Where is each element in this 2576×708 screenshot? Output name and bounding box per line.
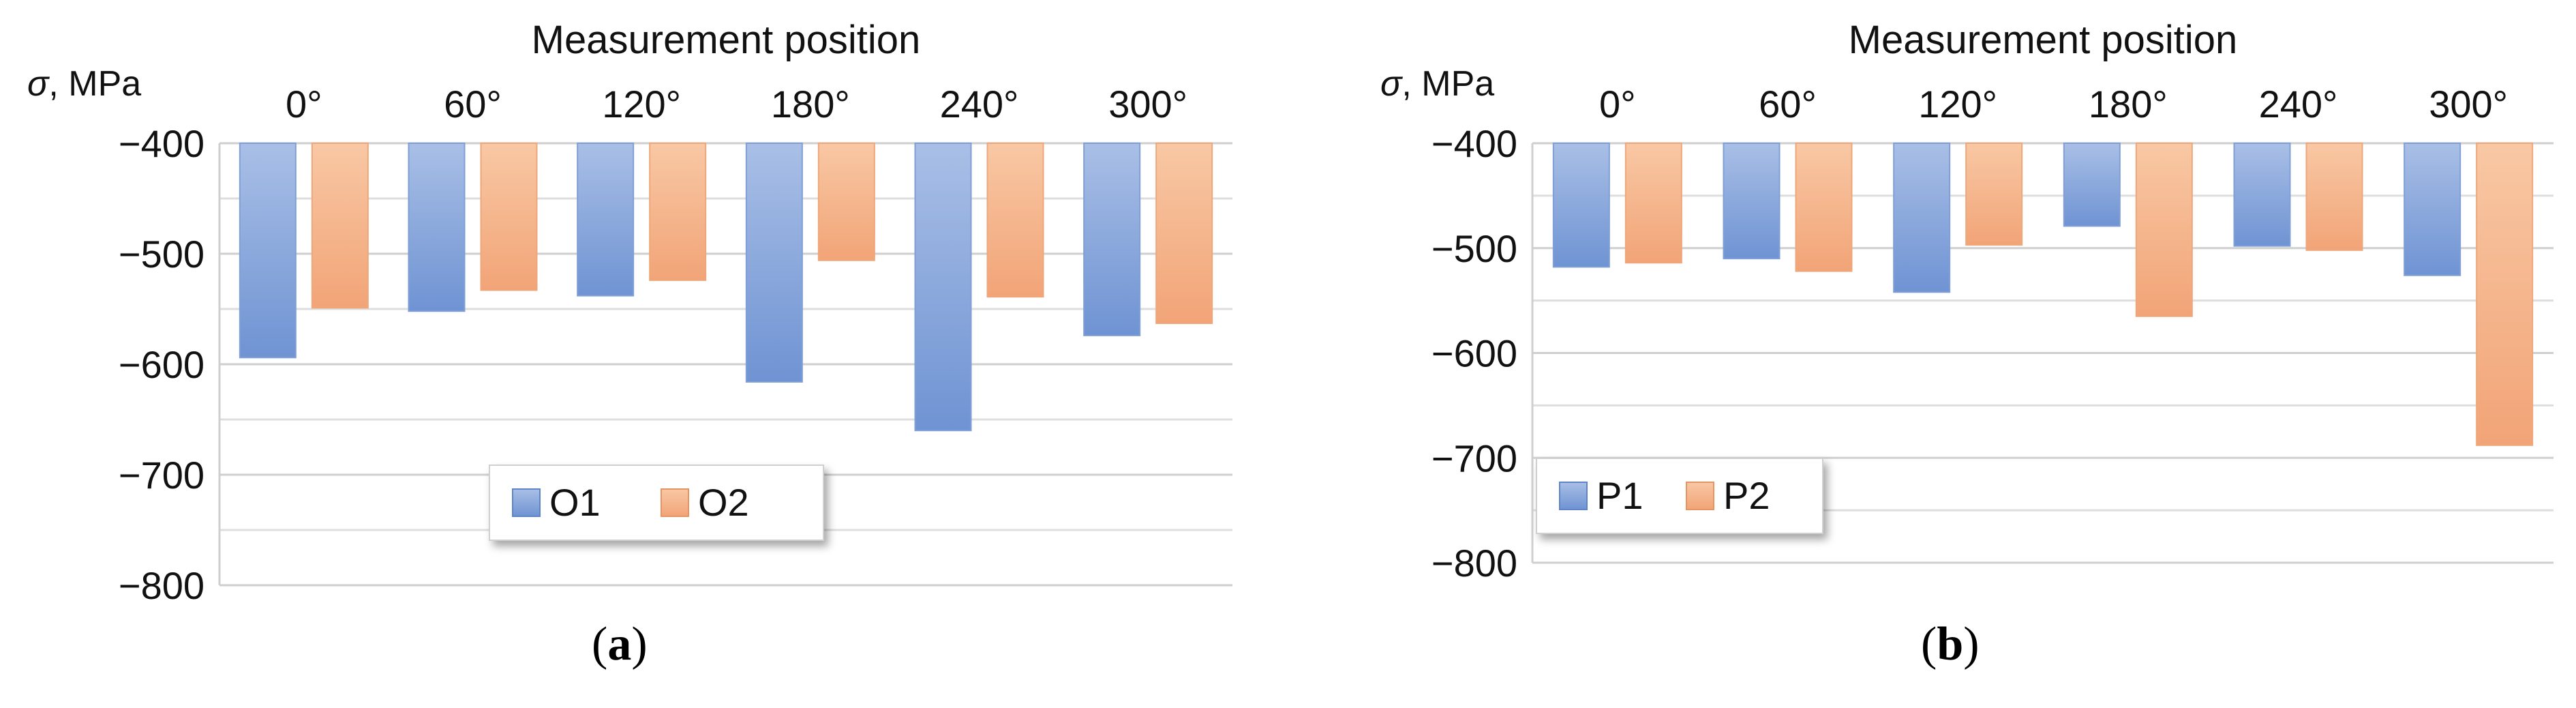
legend-swatch-P2 [1686,482,1714,510]
bar-O2-0 [311,143,369,309]
bar-O1-1 [408,143,466,312]
legend-swatch-O1 [512,488,541,517]
bar-O2-2 [649,143,707,281]
y-tick-label: −400 [119,122,204,165]
y-tick-label: −700 [1431,437,1517,480]
bar-O1-2 [577,143,635,297]
bar-P1-4 [2233,143,2291,247]
y-tick-label: −500 [1431,227,1517,270]
x-tick-label: 0° [286,83,322,126]
x-tick-label: 240° [940,83,1019,126]
bar-O2-1 [480,143,538,291]
x-tick-label: 120° [1918,83,1997,126]
x-tick-label: 240° [2259,83,2338,126]
x-tick-label: 120° [602,83,681,126]
chart-title: Measurement position [532,18,921,62]
x-tick-label: 180° [2089,83,2168,126]
legend-label-P2: P2 [1723,474,1770,517]
bar-P1-2 [1893,143,1951,293]
caption-a: (a) [592,618,648,670]
bar-O2-4 [986,143,1044,298]
y-tick-label: −400 [1431,122,1517,165]
bar-P2-5 [2476,143,2534,446]
legend: O1 O2 [489,464,824,541]
bar-O1-3 [745,143,803,383]
y-tick-label: −800 [119,564,204,600]
x-tick-label: 60° [444,83,502,126]
bar-O2-3 [817,143,875,261]
x-tick-label: 180° [771,83,850,126]
y-axis-title: σ, MPa [1380,64,1494,104]
bar-P2-3 [2135,143,2193,317]
chart-panel-a: −400 −500 −600 −700 −800 σ, MPa Measurement po… [27,18,1232,670]
bar-O2-5 [1155,143,1213,325]
caption-b: (b) [1921,618,1980,670]
y-tick-label: −800 [1431,542,1517,585]
legend-label-O1: O1 [549,481,601,524]
legend: P1 P2 [1536,458,1823,534]
legend-swatch-P1 [1559,482,1588,510]
legend-swatch-O2 [661,488,689,517]
bar-P2-0 [1624,143,1682,264]
bar-P2-2 [1965,143,2023,246]
bar-P1-5 [2404,143,2461,276]
bar-O1-0 [239,143,297,359]
chart-a-svg: −400 −500 −600 −700 −800 σ, MPa Measurement po… [27,18,1232,600]
x-tick-label: 300° [1108,83,1187,126]
x-tick-label: 60° [1759,83,1817,126]
bar-O1-4 [914,143,972,432]
bar-P2-1 [1795,143,1853,272]
chart-title: Measurement position [1849,18,2238,62]
bar-P1-1 [1723,143,1781,260]
x-tick-label: 0° [1599,83,1636,126]
bar-P1-0 [1552,143,1610,268]
y-tick-label: −500 [119,233,204,276]
y-axis-title: σ, MPa [27,64,141,104]
chart-b-svg: −400 −500 −600 −700 −800 σ, MPa Measurement po… [1380,18,2554,585]
legend-label-O2: O2 [698,481,749,524]
x-tick-label: 300° [2429,83,2508,126]
bar-P2-4 [2305,143,2363,251]
bar-O1-5 [1083,143,1141,336]
bar-P1-3 [2063,143,2121,227]
chart-panel-b: −400 −500 −600 −700 −800 σ, MPa Measurement po… [1288,0,2576,708]
y-tick-label: −700 [119,454,204,497]
y-tick-label: −600 [119,343,204,386]
y-tick-label: −600 [1431,332,1517,375]
legend-label-P1: P1 [1596,474,1643,517]
